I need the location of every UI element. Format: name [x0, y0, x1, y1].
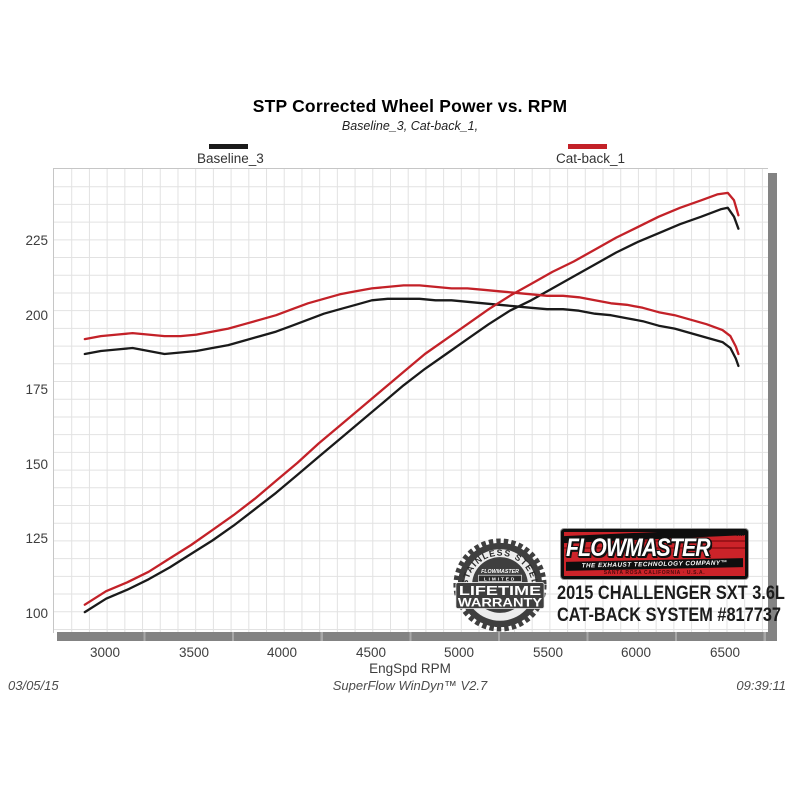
- trademark-symbol: TM: [735, 532, 744, 538]
- badge-limited-text: LIMITED: [484, 576, 516, 581]
- report-time: 09:39:11: [736, 678, 786, 693]
- x-tick-label: 6000: [620, 645, 652, 660]
- x-tick-label: 6500: [709, 645, 741, 660]
- y-tick-label: 125: [25, 531, 48, 546]
- y-tick-label: 200: [25, 308, 48, 323]
- y-tick-label: 150: [25, 457, 48, 472]
- y-tick-label: 225: [25, 233, 48, 248]
- x-tick-label: 4500: [355, 645, 387, 660]
- vehicle-line1: 2015 CHALLENGER SXT 3.6L: [557, 583, 785, 604]
- y-tick-label: 100: [25, 606, 48, 621]
- legend-label-baseline: Baseline_3: [197, 151, 264, 166]
- page-title: STP Corrected Wheel Power vs. RPM: [252, 96, 568, 116]
- x-tick-label: 3000: [89, 645, 121, 660]
- right-axis-bar: [768, 173, 777, 632]
- grid-lines: [54, 169, 768, 633]
- report-date: 03/05/15: [8, 678, 59, 693]
- x-tick-label: 5000: [443, 645, 475, 660]
- flowmaster-logo-field: FLOWMASTER TM THE EXHAUST TECHNOLOGY COM…: [564, 532, 745, 576]
- flowmaster-logo: FLOWMASTER TM THE EXHAUST TECHNOLOGY COM…: [561, 529, 748, 579]
- curve-baseline-3-power: [83, 206, 740, 614]
- logo-city-line: SANTA ROSA CALIFORNIA · U.S.A.: [603, 570, 706, 576]
- badge-lifetime-text: LIFETIME: [459, 583, 542, 598]
- curve-cat-back-1-torque: [83, 284, 740, 356]
- x-tick-label: 3500: [178, 645, 210, 660]
- logo-tagline: THE EXHAUST TECHNOLOGY COMPANY™: [581, 559, 728, 570]
- software-version: SuperFlow WinDyn™ V2.7: [332, 678, 488, 693]
- legend-label-catback: Cat-back_1: [556, 151, 626, 166]
- dyno-chart: [54, 169, 768, 633]
- legend-swatch-baseline: [209, 144, 248, 149]
- x-tick-label: 4000: [266, 645, 298, 660]
- chart-subtitle: Baseline_3, Cat-back_1,: [341, 119, 479, 133]
- flowmaster-wordmark: FLOWMASTER: [566, 534, 711, 562]
- curve-cat-back-1-power: [83, 191, 740, 606]
- badge-brand-text: FLOWMASTER: [481, 569, 519, 575]
- lifetime-warranty-badge: STAINLESS STEEL FLOWMASTER LIMITED LIFET…: [453, 538, 547, 632]
- x-tick-label: 5500: [532, 645, 564, 660]
- x-axis-bar: [57, 632, 777, 641]
- logo-pinstripes: [564, 539, 745, 551]
- badge-warranty-text: WARRANTY: [458, 596, 542, 610]
- x-axis-label: EngSpd RPM: [369, 661, 451, 676]
- y-tick-label: 175: [25, 382, 48, 397]
- curve-baseline-3-torque: [83, 297, 740, 368]
- legend-swatch-catback: [568, 144, 607, 149]
- vehicle-line2: CAT-BACK SYSTEM #817737: [557, 605, 781, 626]
